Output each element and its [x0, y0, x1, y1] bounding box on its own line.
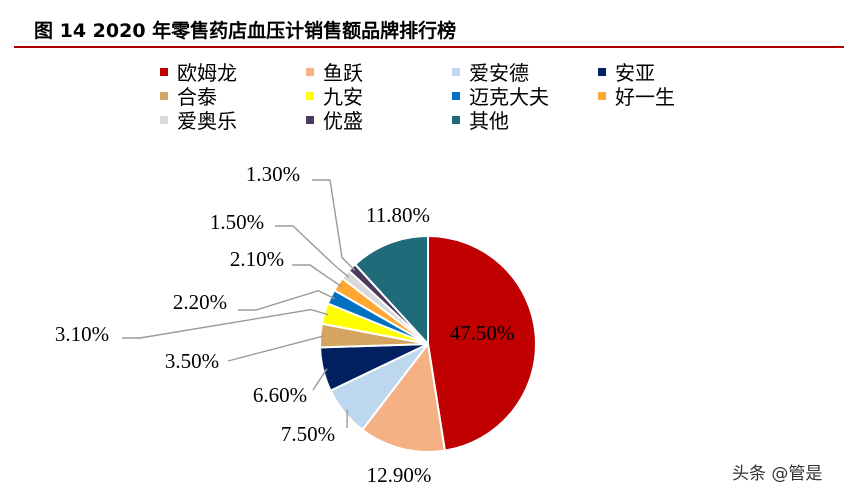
leader-line: [227, 335, 325, 362]
watermark: 头条 @管是: [732, 464, 823, 484]
data-label: 12.90%: [367, 463, 432, 487]
legend-swatch: [452, 116, 460, 124]
leader-line: [122, 308, 329, 339]
leader-line: [312, 179, 356, 271]
legend-swatch: [160, 116, 168, 124]
pie-slices: [319, 234, 537, 453]
leader-line: [238, 289, 335, 311]
pie-slice: [360, 341, 447, 453]
leader-line: [292, 264, 342, 287]
legend-swatch: [160, 68, 168, 76]
title-bar: 图 14 2020 年零售药店血压计销售额品牌排行榜: [14, 8, 844, 48]
legend-label: 爱安德: [469, 61, 529, 85]
legend-label: 爱奥乐: [177, 109, 237, 133]
legend-swatch: [306, 92, 314, 100]
legend-label: 迈克大夫: [469, 85, 549, 109]
data-label: 2.20%: [173, 290, 227, 314]
legend-swatch: [306, 116, 314, 124]
data-label: 1.30%: [246, 162, 300, 186]
legend-label: 优盛: [323, 109, 363, 133]
chart-title: 图 14 2020 年零售药店血压计销售额品牌排行榜: [34, 20, 457, 42]
legend-swatch: [306, 68, 314, 76]
legend-label: 其他: [469, 109, 509, 133]
legend-label: 合泰: [177, 85, 217, 109]
pie-slice: [353, 234, 429, 347]
leader-lines: [122, 179, 356, 429]
legend-swatch: [452, 68, 460, 76]
legend-swatch: [598, 68, 606, 76]
legend-label: 鱼跃: [323, 61, 363, 85]
legend-swatch: [452, 92, 460, 100]
legend-swatch: [598, 92, 606, 100]
leader-line: [275, 225, 349, 278]
legend-swatch: [160, 92, 168, 100]
legend-label: 欧姆龙: [177, 61, 237, 85]
legend-label: 九安: [323, 85, 363, 109]
data-label: 7.50%: [281, 422, 335, 446]
legend-label: 好一生: [615, 85, 675, 109]
data-label: 11.80%: [366, 203, 430, 227]
leader-line: [312, 368, 328, 391]
data-label: 2.10%: [230, 247, 284, 271]
data-label: 1.50%: [210, 210, 264, 234]
data-label: 3.10%: [55, 322, 109, 346]
data-label: 47.50%: [450, 321, 515, 345]
legend-label: 安亚: [615, 61, 655, 85]
pie-slice: [427, 234, 537, 452]
data-label: 3.50%: [165, 349, 219, 373]
data-label: 6.60%: [253, 383, 307, 407]
